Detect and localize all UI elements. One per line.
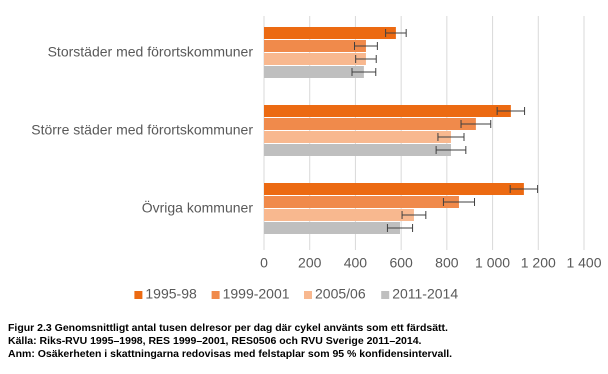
- legend-label: 1999-2001: [223, 286, 290, 302]
- error-bar: [460, 120, 492, 128]
- x-tick-label: 800: [435, 255, 459, 271]
- legend-label: 2005/06: [315, 286, 366, 302]
- bar: [264, 27, 396, 39]
- error-bar: [386, 224, 414, 232]
- bar: [264, 53, 366, 65]
- x-tick-label: 0: [260, 255, 268, 271]
- bar: [264, 209, 414, 221]
- x-tick-label: 200: [298, 255, 322, 271]
- caption: Anm: Osäkerheten i skattningarna redovis…: [8, 348, 452, 360]
- legend-label: 1995-98: [145, 286, 197, 302]
- error-bar: [496, 107, 526, 115]
- x-tick-label: 1 000: [475, 255, 510, 271]
- x-tick-label: 600: [389, 255, 413, 271]
- legend-label: 2011-2014: [392, 286, 458, 302]
- x-tick-label: 1 200: [521, 255, 556, 271]
- error-bar: [401, 211, 427, 219]
- bar: [264, 40, 366, 52]
- y-tick-label: Storstäder med förortskommuner: [48, 44, 254, 60]
- error-bar: [385, 29, 407, 37]
- y-tick-label: Större städer med förortskommuner: [31, 122, 253, 138]
- error-bar: [437, 133, 465, 141]
- x-tick-label: 1 400: [566, 255, 601, 271]
- x-tick-label: 400: [344, 255, 368, 271]
- bar: [264, 183, 524, 195]
- bar: [264, 105, 511, 117]
- legend-swatch: [211, 291, 220, 299]
- error-bar: [354, 42, 378, 50]
- caption: Källa: Riks-RVU 1995–1998, RES 1999–2001…: [8, 335, 422, 347]
- error-bar: [351, 68, 377, 76]
- bar: [264, 222, 400, 234]
- error-bar: [355, 55, 377, 63]
- bar: [264, 144, 451, 156]
- y-tick-label: Övriga kommuner: [142, 199, 254, 216]
- bar: [264, 118, 476, 130]
- bar: [264, 131, 451, 143]
- legend-swatch: [304, 291, 312, 299]
- legend-swatch: [134, 291, 143, 299]
- legend-swatch: [381, 291, 390, 299]
- bar: [264, 66, 364, 78]
- bar: [264, 196, 459, 208]
- caption: Figur 2.3 Genomsnittligt antal tusen del…: [8, 322, 448, 334]
- error-bar: [442, 198, 476, 206]
- error-bar: [509, 185, 539, 193]
- error-bar: [435, 146, 467, 154]
